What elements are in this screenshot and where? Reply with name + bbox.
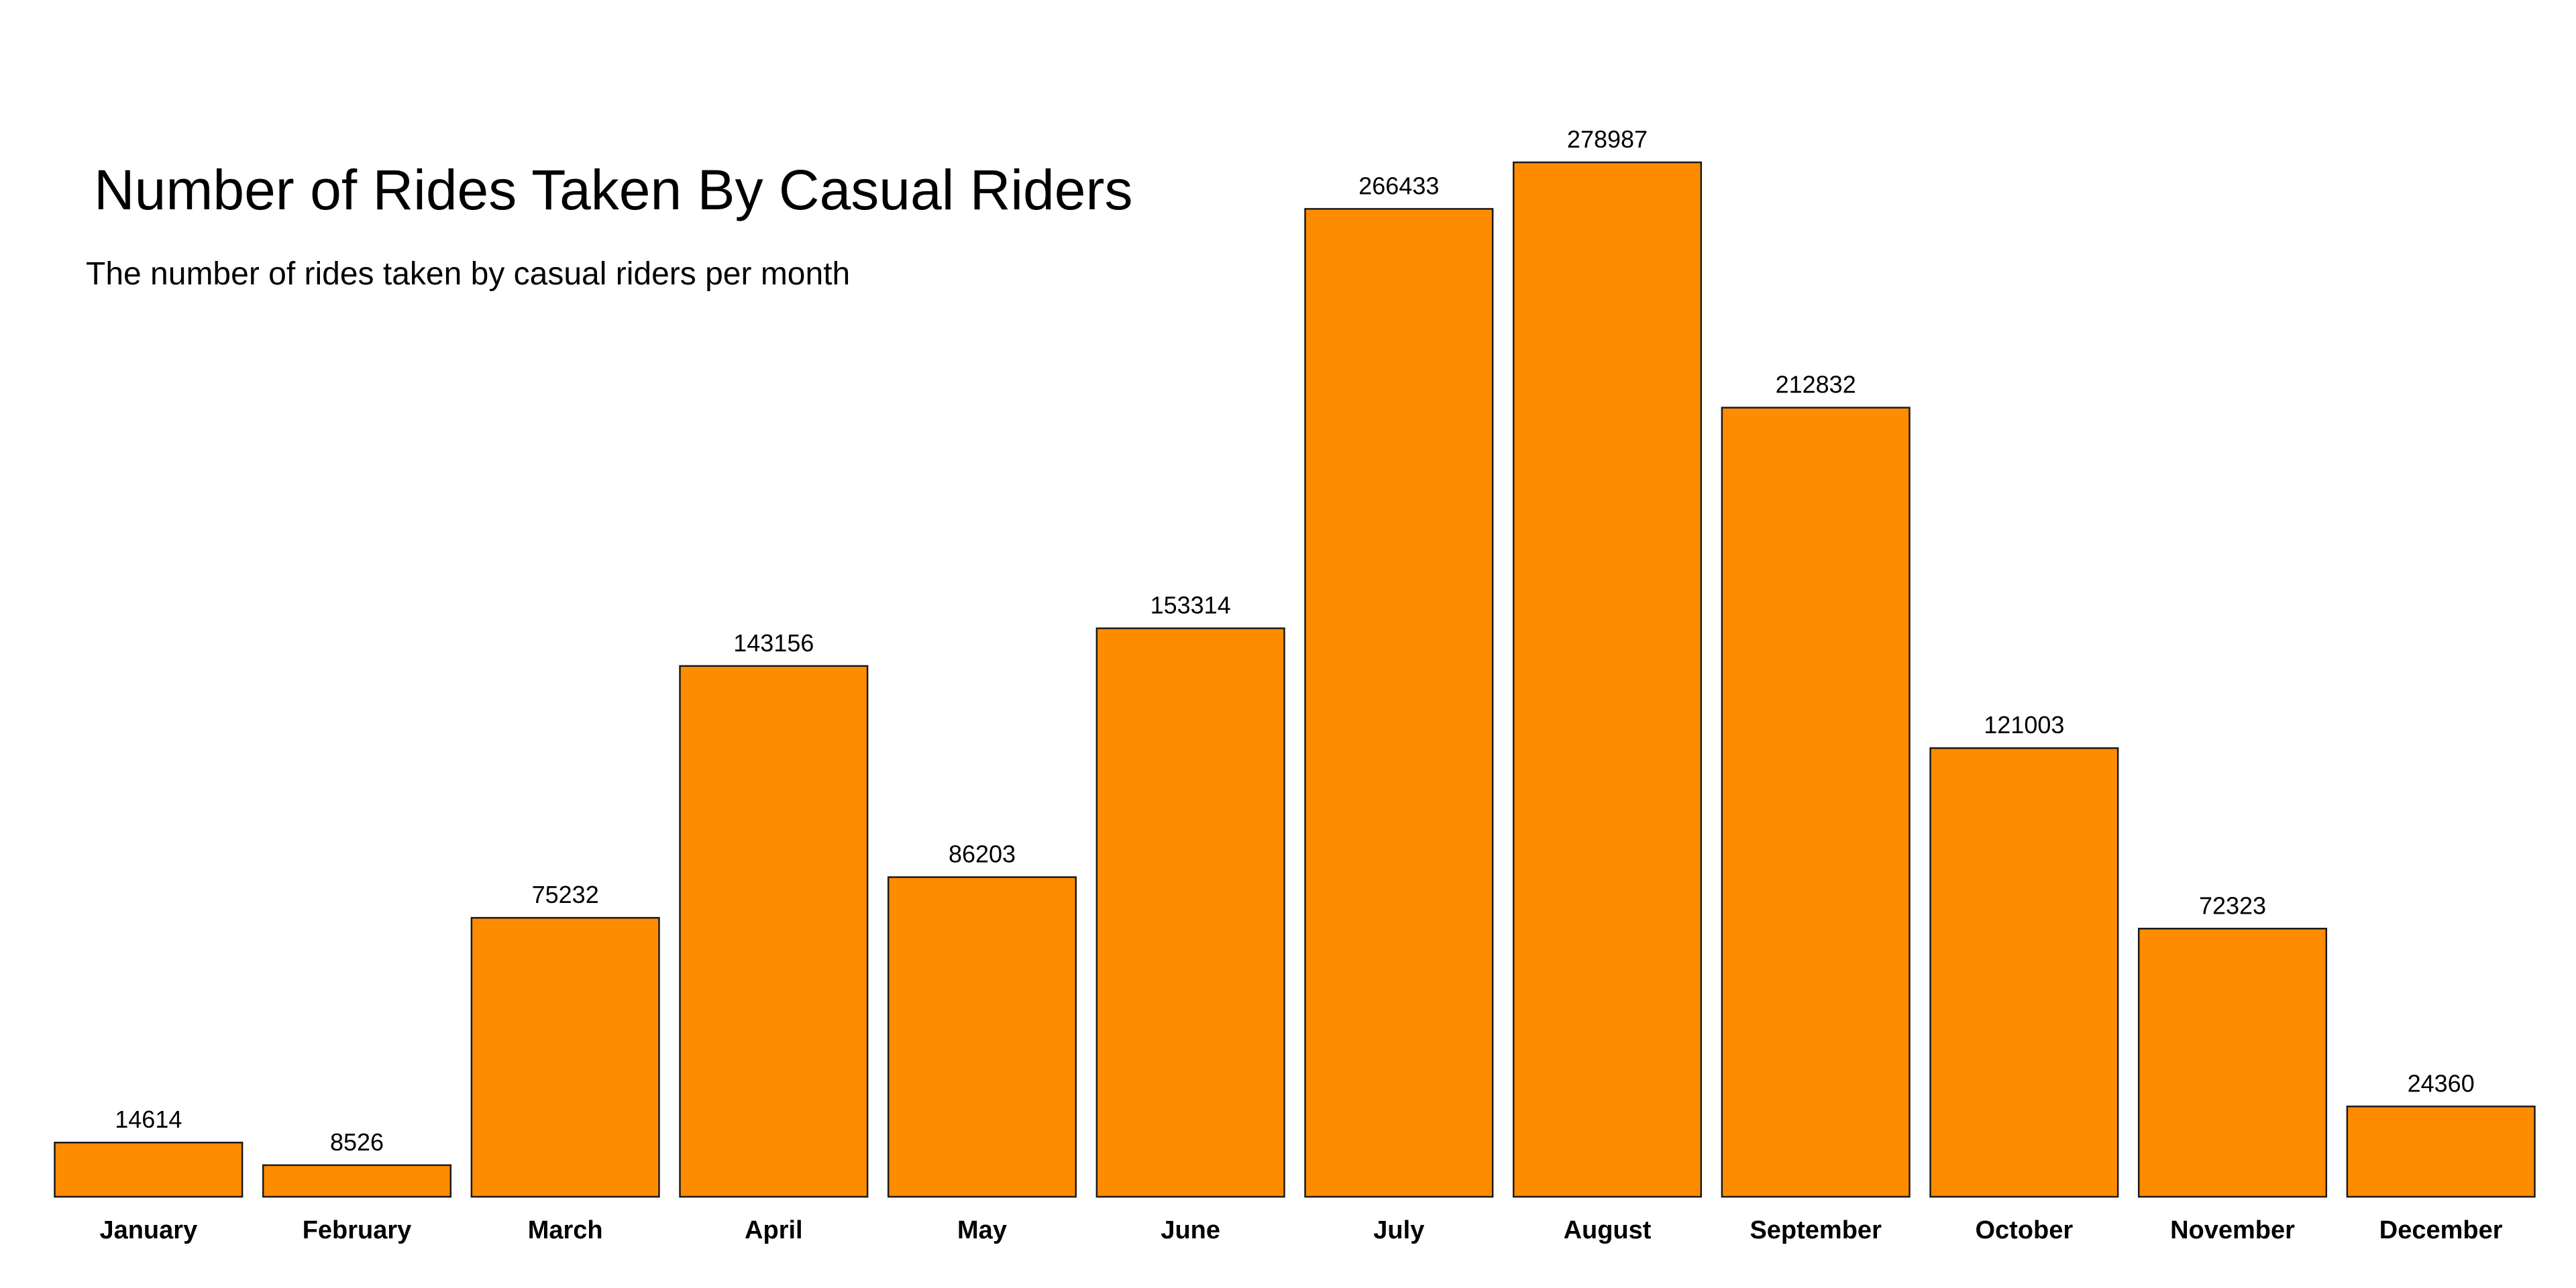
- bars-group: [54, 161, 2536, 1198]
- x-tick-label-june: June: [1161, 1216, 1220, 1244]
- x-tick-label-april: April: [745, 1216, 803, 1244]
- value-label-november: 72323: [2199, 892, 2266, 919]
- value-label-april: 143156: [733, 629, 814, 657]
- value-label-august: 278987: [1567, 125, 1648, 153]
- bar-november: [2137, 928, 2328, 1198]
- bar-march: [470, 916, 660, 1198]
- bar-may: [887, 876, 1077, 1198]
- value-label-june: 153314: [1150, 592, 1231, 619]
- value-label-may: 86203: [949, 841, 1016, 868]
- value-label-january: 14614: [115, 1106, 182, 1133]
- x-tick-label-october: October: [1975, 1216, 2073, 1244]
- bar-december: [2346, 1106, 2536, 1198]
- bar-january: [54, 1141, 244, 1198]
- value-labels-group: 14614 8526 75232 143156 86203 153314 266433 278…: [115, 125, 2474, 1156]
- value-label-december: 24360: [2408, 1069, 2475, 1097]
- x-tick-label-july: July: [1373, 1216, 1424, 1244]
- x-tick-label-may: May: [957, 1216, 1007, 1244]
- value-label-october: 121003: [1984, 711, 2064, 739]
- x-tick-label-december: December: [2379, 1216, 2503, 1244]
- x-tick-label-november: November: [2170, 1216, 2295, 1244]
- chart-title: Number of Rides Taken By Casual Riders: [94, 158, 1132, 221]
- value-label-february: 8526: [330, 1128, 384, 1156]
- bar-february: [262, 1164, 452, 1198]
- x-tick-label-march: March: [528, 1216, 603, 1244]
- x-tick-label-february: February: [303, 1216, 412, 1244]
- bar-april: [679, 665, 869, 1198]
- value-label-july: 266433: [1358, 172, 1439, 199]
- bar-august: [1512, 161, 1703, 1198]
- bar-june: [1095, 627, 1285, 1198]
- x-axis-tick-labels: January February March April May June July Augu…: [99, 1216, 2502, 1244]
- chart-subtitle: The number of rides taken by casual ride…: [86, 256, 850, 292]
- x-tick-label-august: August: [1564, 1216, 1652, 1244]
- bar-september: [1721, 407, 1911, 1198]
- bar-october: [1929, 747, 2119, 1198]
- x-tick-label-september: September: [1750, 1216, 1882, 1244]
- value-label-september: 212832: [1776, 371, 1856, 398]
- x-tick-label-january: January: [99, 1216, 197, 1244]
- value-label-march: 75232: [532, 881, 599, 908]
- bar-july: [1304, 208, 1494, 1198]
